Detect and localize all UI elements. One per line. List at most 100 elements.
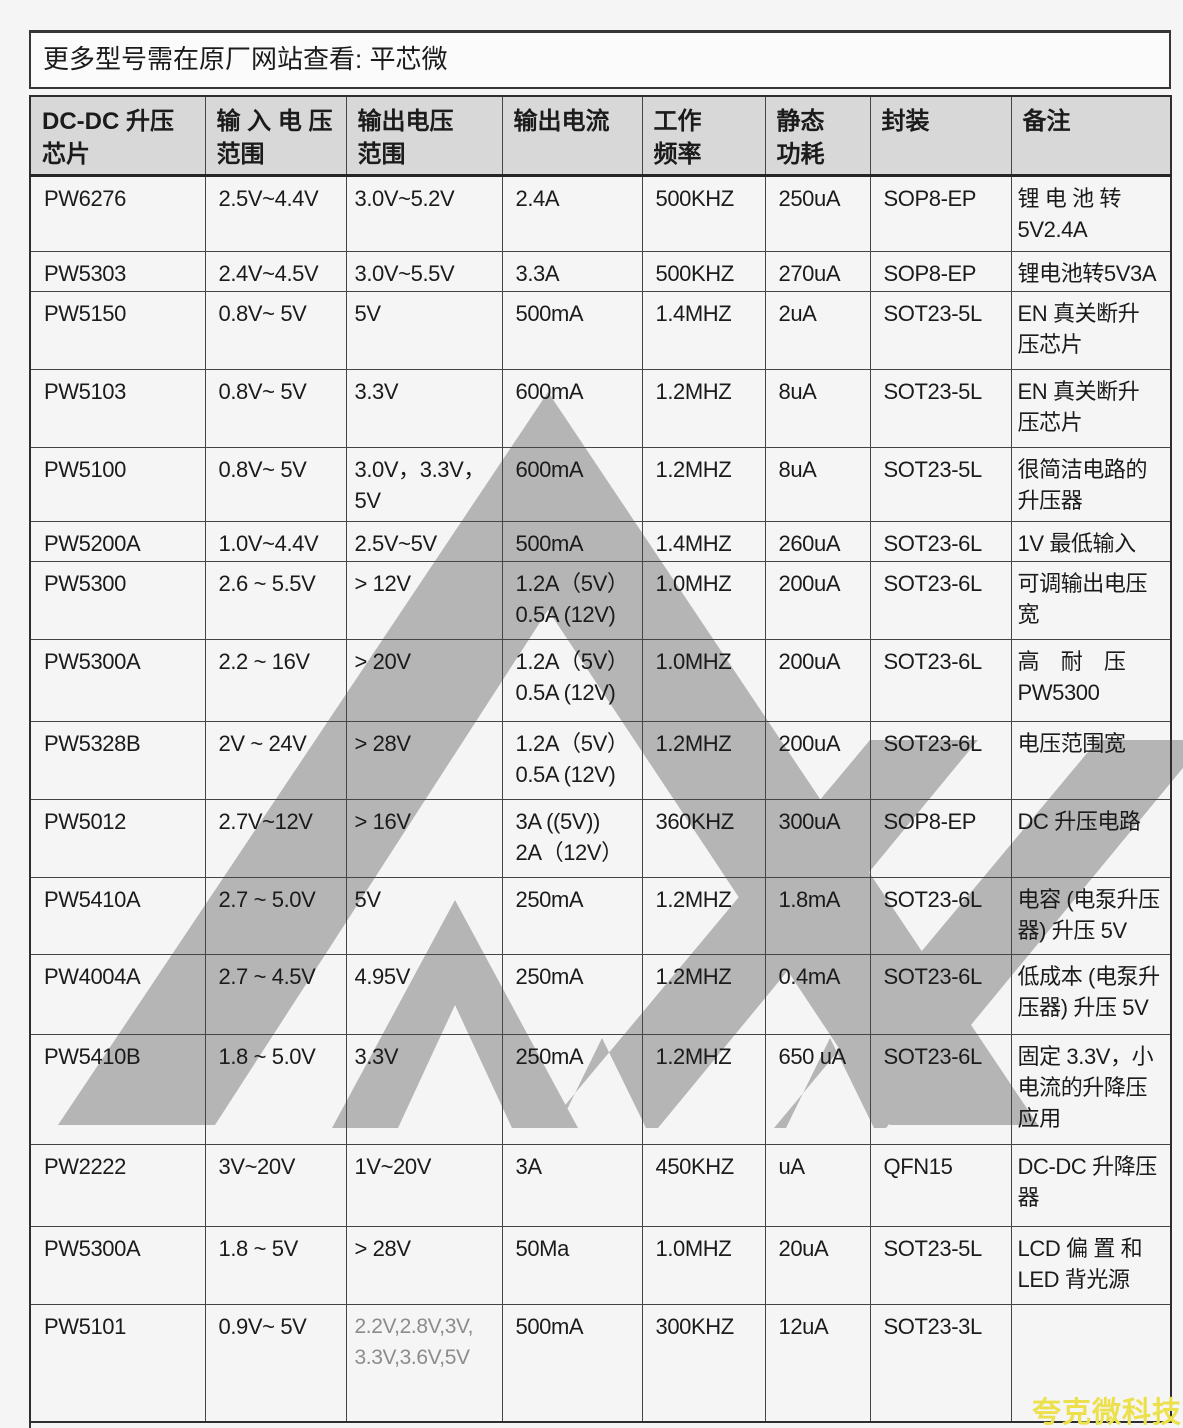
cell-output-range: 3.0V，3.3V， 5V	[345, 446, 503, 522]
cell-output-range: 2.5V~5V	[345, 520, 503, 562]
cell-output-current: 600mA	[501, 368, 643, 448]
table-row: PW5150 0.8V~ 5V 5V 500mA 1.4MHZ 2uA SOT23-5L EN…	[29, 290, 1172, 370]
cell-frequency: 1.2MHZ	[641, 446, 766, 522]
column-header: 输 入 电 压 范围	[204, 95, 347, 177]
cell-frequency: 300KHZ	[641, 1303, 766, 1423]
cell-quiescent: 8uA	[764, 368, 871, 448]
table-row: PW5100 0.8V~ 5V 3.0V，3.3V， 5V 600mA 1.2MHZ 8u…	[29, 446, 1172, 522]
cell-input-range: 2.7 ~ 5.0V	[204, 876, 347, 955]
cell-model: PW5100	[29, 446, 206, 522]
cell-note: 高 耐 压 PW5300	[1010, 638, 1172, 722]
cell-input-range: 0.9V~ 5V	[204, 1303, 347, 1423]
cell-package: SOT23-6L	[869, 560, 1012, 640]
cell-input-range: 2V ~ 24V	[204, 720, 347, 800]
cell-model: PW5300	[29, 560, 206, 640]
table-row: PW6276 2.5V~4.4V 3.0V~5.2V 2.4A 500KHZ 250uA S…	[29, 174, 1172, 252]
cell-output-range: 5V	[345, 290, 503, 370]
cell-output-range: > 16V	[345, 798, 503, 878]
cell-frequency: 360KHZ	[641, 798, 766, 878]
cell-note: 1V 最低输入	[1010, 520, 1172, 562]
cell-output-current: 3A ((5V)) 2A（12V）	[501, 798, 643, 878]
cell-quiescent: 0.4mA	[764, 953, 871, 1035]
cell-note: 电容 (电泵升压 器) 升压 5V	[1010, 876, 1172, 955]
cell-package: SOP8-EP	[869, 250, 1012, 292]
cell-model: PW5200A	[29, 520, 206, 562]
cell-output-current: 500mA	[501, 520, 643, 562]
cell-frequency: 450KHZ	[641, 1143, 766, 1227]
column-header: 输出电流	[501, 95, 643, 177]
chip-table: DC-DC 升压 芯片输 入 电 压 范围 输出电压 范围 输出电流 工作 频率 静态 …	[29, 95, 1172, 1423]
cell-quiescent: 300uA	[764, 798, 871, 878]
cell-input-range: 0.8V~ 5V	[204, 290, 347, 370]
cell-output-range: 3.0V~5.2V	[345, 174, 503, 252]
column-header: 封装	[869, 95, 1012, 177]
table-row: PW5103 0.8V~ 5V 3.3V 600mA 1.2MHZ 8uA SOT23-5L…	[29, 368, 1172, 448]
cell-note: 低成本 (电泵升 压器) 升压 5V	[1010, 953, 1172, 1035]
notice-text: 更多型号需在原厂网站查看: 平芯微	[43, 44, 448, 74]
cell-note: DC 升压电路	[1010, 798, 1172, 878]
cell-frequency: 1.0MHZ	[641, 560, 766, 640]
table-row: PW5101 0.9V~ 5V 2.2V,2.8V,3V, 3.3V,3.6V,5V…	[29, 1303, 1172, 1423]
cell-frequency: 1.2MHZ	[641, 953, 766, 1035]
cell-frequency: 1.0MHZ	[641, 1225, 766, 1305]
cell-quiescent: 1.8mA	[764, 876, 871, 955]
cell-quiescent: uA	[764, 1143, 871, 1227]
cell-frequency: 1.2MHZ	[641, 368, 766, 448]
table-row: PW4004A 2.7 ~ 4.5V 4.95V 250mA 1.2MHZ 0.4mA SO…	[29, 953, 1172, 1035]
cell-model: PW2222	[29, 1143, 206, 1227]
cell-output-current: 500mA	[501, 290, 643, 370]
cell-output-range: > 12V	[345, 560, 503, 640]
cell-input-range: 2.6 ~ 5.5V	[204, 560, 347, 640]
table-row: PW5328B 2V ~ 24V > 28V 1.2A（5V） 0.5A (12V) 1…	[29, 720, 1172, 800]
cell-output-current: 250mA	[501, 953, 643, 1035]
cell-package: QFN15	[869, 1143, 1012, 1227]
cell-input-range: 1.0V~4.4V	[204, 520, 347, 562]
cell-frequency: 1.2MHZ	[641, 720, 766, 800]
cell-model: PW5300A	[29, 1225, 206, 1305]
cell-package: SOT23-3L	[869, 1303, 1012, 1423]
cell-note: 固定 3.3V，小 电流的升降压 应用	[1010, 1033, 1172, 1145]
table-row: PW5410A 2.7 ~ 5.0V 5V 250mA 1.2MHZ 1.8mA SOT23…	[29, 876, 1172, 955]
cell-package: SOT23-5L	[869, 368, 1012, 448]
cell-frequency: 1.4MHZ	[641, 290, 766, 370]
cell-model: PW5012	[29, 798, 206, 878]
cell-input-range: 3V~20V	[204, 1143, 347, 1227]
cell-model: PW5410B	[29, 1033, 206, 1145]
cell-output-range: 3.3V	[345, 368, 503, 448]
cell-note: EN 真关断升 压芯片	[1010, 290, 1172, 370]
cell-output-current: 250mA	[501, 876, 643, 955]
table-row: PW5012 2.7V~12V > 16V 3A ((5V)) 2A（12V） 360K…	[29, 798, 1172, 878]
cell-model: PW5150	[29, 290, 206, 370]
notice-box: 更多型号需在原厂网站查看: 平芯微	[29, 30, 1171, 89]
cell-note	[1010, 1303, 1172, 1423]
cell-model: PW5410A	[29, 876, 206, 955]
next-section-box-cut	[29, 1423, 1171, 1428]
cell-note: 锂电池转5V3A	[1010, 250, 1172, 292]
cell-package: SOP8-EP	[869, 798, 1012, 878]
cell-quiescent: 12uA	[764, 1303, 871, 1423]
table-row: PW5200A 1.0V~4.4V 2.5V~5V 500mA 1.4MHZ 260uA S…	[29, 520, 1172, 562]
cell-quiescent: 200uA	[764, 560, 871, 640]
cell-output-range: > 28V	[345, 1225, 503, 1305]
header-row: DC-DC 升压 芯片输 入 电 压 范围 输出电压 范围 输出电流 工作 频率 静态 …	[29, 95, 1172, 177]
cell-note: LCD 偏 置 和 LED 背光源	[1010, 1225, 1172, 1305]
cell-output-current: 3A	[501, 1143, 643, 1227]
cell-input-range: 1.8 ~ 5V	[204, 1225, 347, 1305]
column-header: 工作 频率	[641, 95, 766, 177]
column-header: 输出电压 范围	[345, 95, 503, 177]
cell-quiescent: 2uA	[764, 290, 871, 370]
cell-model: PW6276	[29, 174, 206, 252]
cell-input-range: 2.7V~12V	[204, 798, 347, 878]
cell-output-current: 250mA	[501, 1033, 643, 1145]
cell-quiescent: 8uA	[764, 446, 871, 522]
cell-output-range: > 28V	[345, 720, 503, 800]
cell-output-current: 3.3A	[501, 250, 643, 292]
cell-output-current: 600mA	[501, 446, 643, 522]
cell-quiescent: 250uA	[764, 174, 871, 252]
cell-frequency: 500KHZ	[641, 174, 766, 252]
cell-package: SOT23-5L	[869, 1225, 1012, 1305]
table-row: PW5300 2.6 ~ 5.5V > 12V 1.2A（5V） 0.5A (12V)…	[29, 560, 1172, 640]
cell-input-range: 2.7 ~ 4.5V	[204, 953, 347, 1035]
cell-note: EN 真关断升 压芯片	[1010, 368, 1172, 448]
